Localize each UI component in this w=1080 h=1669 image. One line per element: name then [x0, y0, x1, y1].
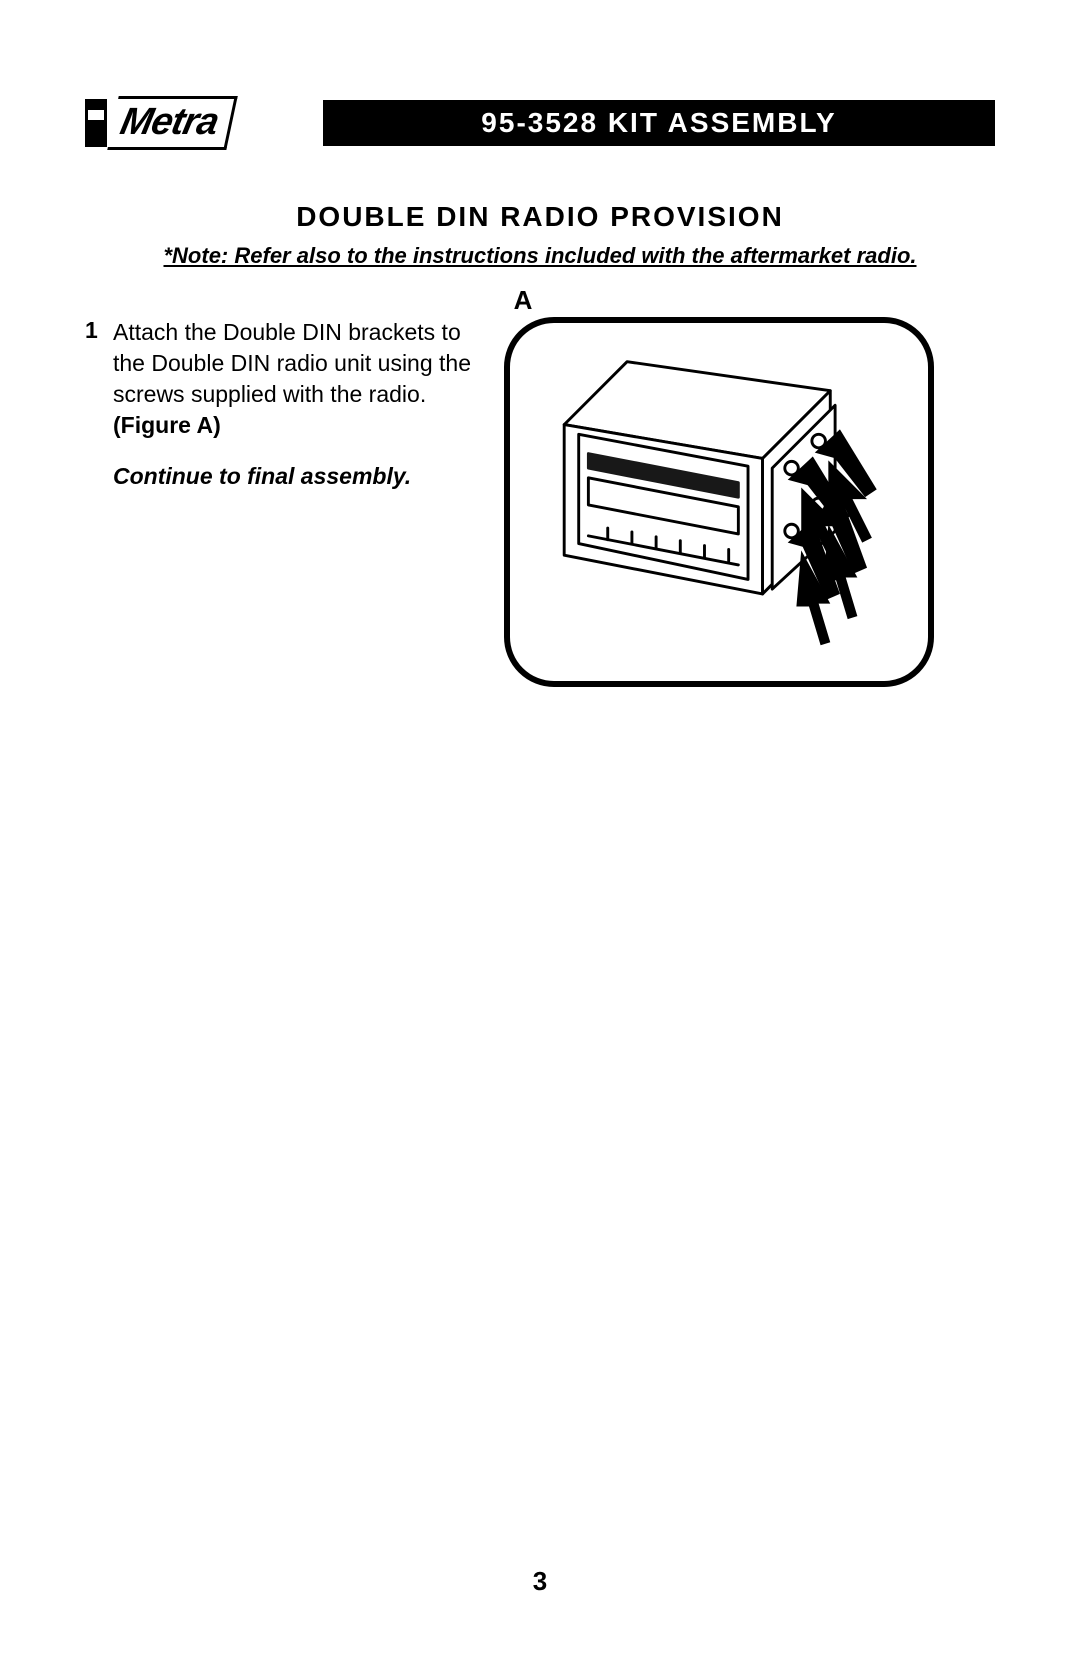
- kit-banner: 95-3528 KIT ASSEMBLY: [323, 100, 995, 146]
- figure-label: A: [514, 285, 533, 316]
- step-text-main: Attach the Double DIN brackets to the Do…: [113, 319, 471, 407]
- step-text: Attach the Double DIN brackets to the Do…: [113, 317, 494, 441]
- brand-logo: Metra: [85, 95, 325, 151]
- note-text: *Note: Refer also to the instructions in…: [85, 243, 995, 269]
- step-figure-ref: (Figure A): [113, 412, 221, 438]
- figure-column: A: [504, 317, 995, 687]
- page-number: 3: [0, 1566, 1080, 1597]
- figure-a: [504, 317, 934, 687]
- logo-mark: [85, 99, 107, 147]
- step-item: 1 Attach the Double DIN brackets to the …: [85, 317, 494, 441]
- continue-text: Continue to final assembly.: [113, 463, 494, 490]
- brand-name: Metra: [107, 96, 238, 150]
- radio-diagram-icon: [510, 323, 928, 681]
- header: Metra 95-3528 KIT ASSEMBLY: [85, 95, 995, 151]
- section-title: DOUBLE DIN RADIO PROVISION: [85, 201, 995, 233]
- step-number: 1: [85, 317, 113, 441]
- instruction-steps: 1 Attach the Double DIN brackets to the …: [85, 317, 504, 490]
